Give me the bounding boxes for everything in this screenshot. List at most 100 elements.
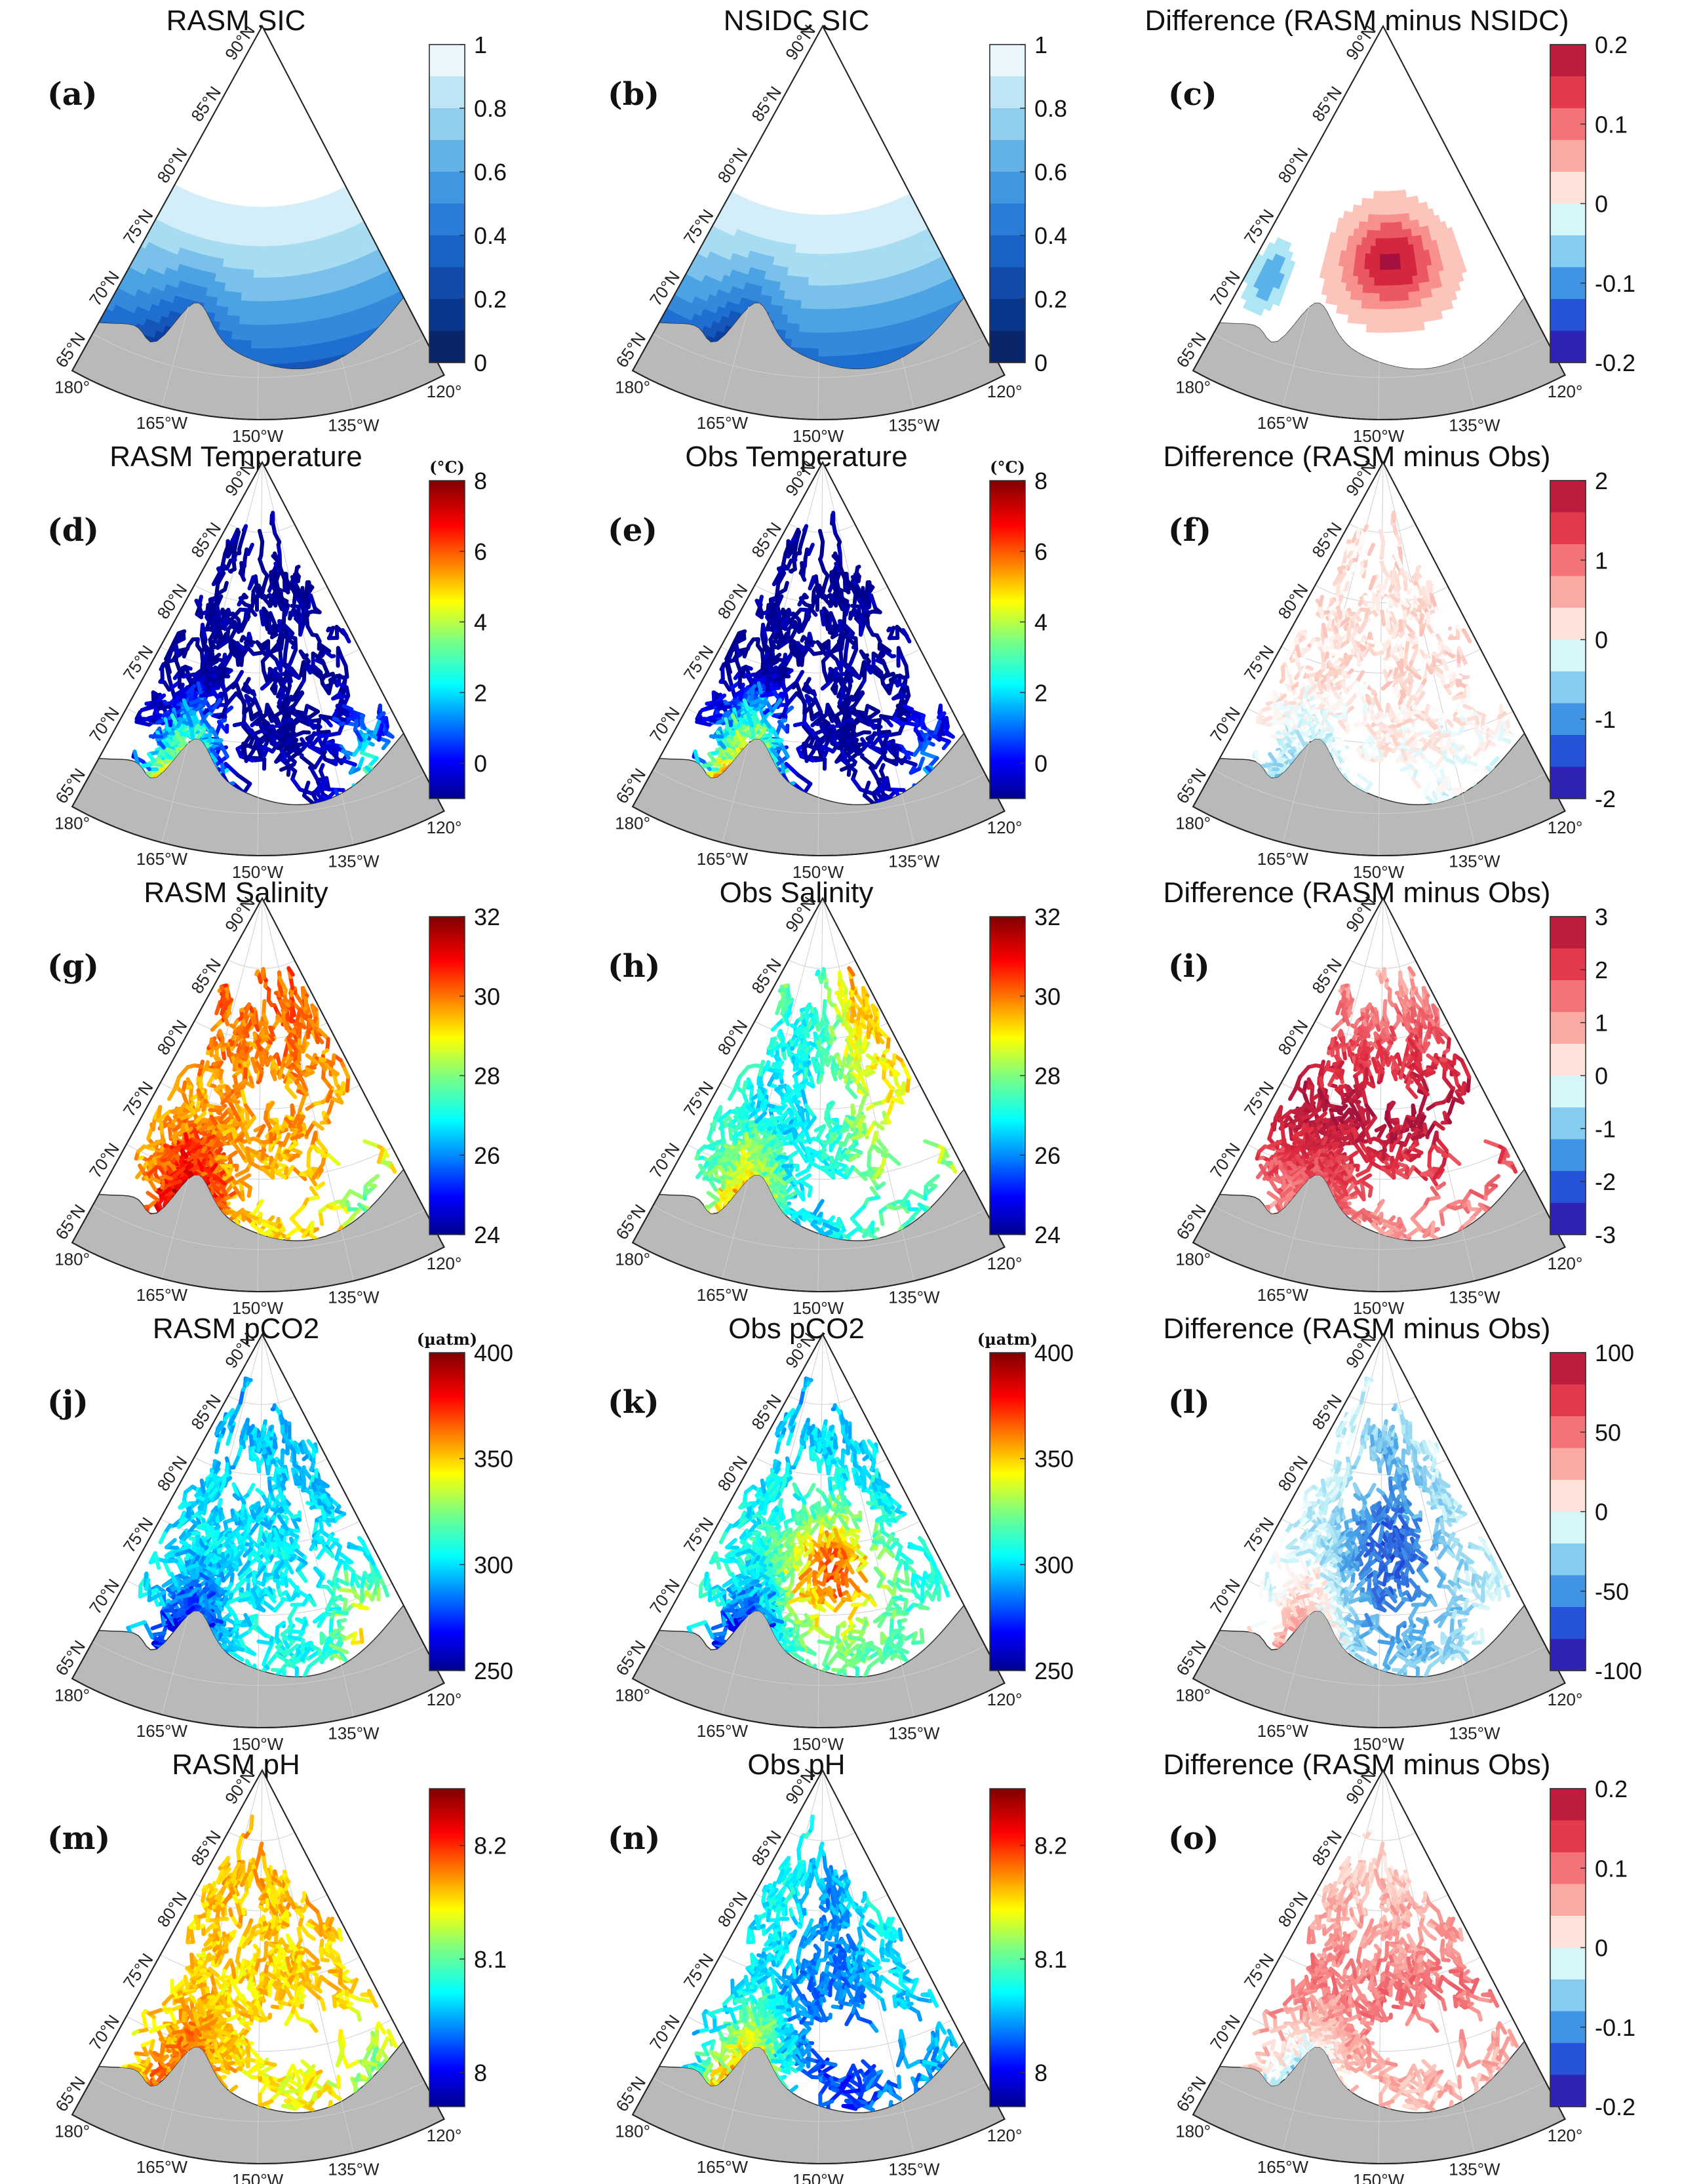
- contour-cell: [1375, 246, 1381, 255]
- contour-cell: [829, 246, 835, 255]
- contour-cell: [1399, 340, 1407, 349]
- contour-cell: [285, 347, 294, 357]
- contour-cell: [825, 285, 832, 294]
- contour-cell: [785, 323, 794, 332]
- contour-cell: [259, 254, 265, 263]
- contour-cell: [819, 309, 826, 318]
- contour-cell: [264, 230, 269, 239]
- contour-cell: [845, 331, 853, 341]
- contour-cell: [787, 315, 795, 325]
- contour-cell: [237, 340, 246, 349]
- contour-cell: [1365, 324, 1374, 334]
- contour-cell: [1385, 269, 1392, 279]
- contour-cell: [1359, 332, 1367, 341]
- contour-cell: [1375, 230, 1381, 239]
- contour-cell: [1375, 254, 1381, 263]
- contour-cell: [277, 324, 286, 333]
- contour-cell: [238, 324, 246, 333]
- contour-cell: [1379, 340, 1387, 349]
- contour-cell: [235, 292, 243, 302]
- contour-cell: [251, 214, 256, 224]
- contour-cell: [1386, 332, 1394, 342]
- contour-cell: [252, 293, 260, 302]
- contour-cell: [821, 151, 825, 161]
- panel-label: (a): [47, 76, 98, 113]
- contour-cell: [286, 363, 296, 369]
- contour-cell: [837, 308, 845, 317]
- contour-cell: [258, 332, 266, 342]
- contour-cell: [1365, 332, 1374, 342]
- contour-cell: [1366, 229, 1373, 239]
- contour-cell: [831, 308, 838, 318]
- contour-cell: [253, 277, 260, 287]
- contour-cell: [1390, 285, 1398, 294]
- contour-cell: [816, 199, 821, 208]
- contour-cell: [829, 230, 834, 239]
- contour-cell: [257, 159, 262, 169]
- contour-cell: [1371, 348, 1380, 357]
- contour-cell: [824, 254, 831, 263]
- contour-cell: [1380, 214, 1386, 224]
- lon-label: 165°W: [136, 413, 188, 433]
- contour-cell: [810, 230, 817, 239]
- contour-cell: [239, 252, 246, 262]
- contour-cell: [264, 277, 271, 287]
- contour-cell: [264, 222, 269, 231]
- contour-cell: [268, 230, 274, 239]
- contour-cell: [845, 339, 854, 349]
- contour-cell: [820, 183, 825, 192]
- contour-cell: [794, 300, 802, 309]
- colorbar-band: [429, 203, 465, 235]
- contour-cell: [256, 175, 261, 184]
- contour-cell: [1376, 214, 1382, 224]
- contour-cell: [256, 183, 261, 192]
- contour-cell: [804, 347, 813, 357]
- contour-cell: [1380, 262, 1386, 271]
- contour-cell: [1365, 347, 1373, 357]
- contour-cell: [820, 191, 825, 200]
- contour-cell: [244, 237, 251, 247]
- contour-cell: [791, 331, 800, 341]
- colorbar-tick-label: 0.4: [474, 222, 507, 249]
- contour-cell: [818, 340, 827, 349]
- contour-cell: [230, 339, 239, 349]
- contour-cell: [253, 269, 260, 279]
- contour-cell: [1380, 175, 1385, 184]
- contour-cell: [796, 284, 804, 294]
- contour-cell: [275, 285, 283, 294]
- contour-cell: [275, 269, 281, 279]
- contour-cell: [817, 167, 821, 176]
- colorbar-tick-label: 0: [1034, 349, 1047, 376]
- contour-cell: [1392, 316, 1399, 326]
- contour-cell: [809, 261, 815, 271]
- contour-cell: [817, 175, 821, 184]
- contour-cell: [820, 199, 825, 208]
- contour-cell: [259, 269, 265, 279]
- contour-cell: [1373, 293, 1380, 302]
- contour-cell: [260, 175, 264, 184]
- contour-cell: [1357, 276, 1365, 286]
- contour-cell: [243, 261, 250, 270]
- colorbar-band: [990, 140, 1025, 172]
- contour-cell: [1384, 191, 1389, 200]
- contour-cell: [1399, 332, 1407, 341]
- contour-cell: [819, 285, 826, 294]
- contour-cell: [829, 253, 836, 263]
- contour-cell: [799, 316, 808, 325]
- contour-cell: [225, 323, 234, 332]
- contour-cell: [853, 346, 862, 356]
- contour-cell: [1384, 230, 1390, 239]
- contour-cell: [283, 315, 291, 325]
- contour-cell: [264, 269, 271, 279]
- contour-cell: [812, 214, 817, 224]
- contour-cell: [277, 316, 285, 325]
- contour-cell: [807, 214, 813, 224]
- contour-cell: [828, 222, 834, 231]
- contour-cell: [838, 324, 846, 333]
- contour-cell: [264, 325, 273, 334]
- contour-cell: [806, 229, 812, 239]
- contour-cell: [1374, 277, 1381, 287]
- contour-cell: [264, 246, 270, 255]
- contour-cell: [831, 300, 838, 310]
- contour-cell: [825, 356, 834, 365]
